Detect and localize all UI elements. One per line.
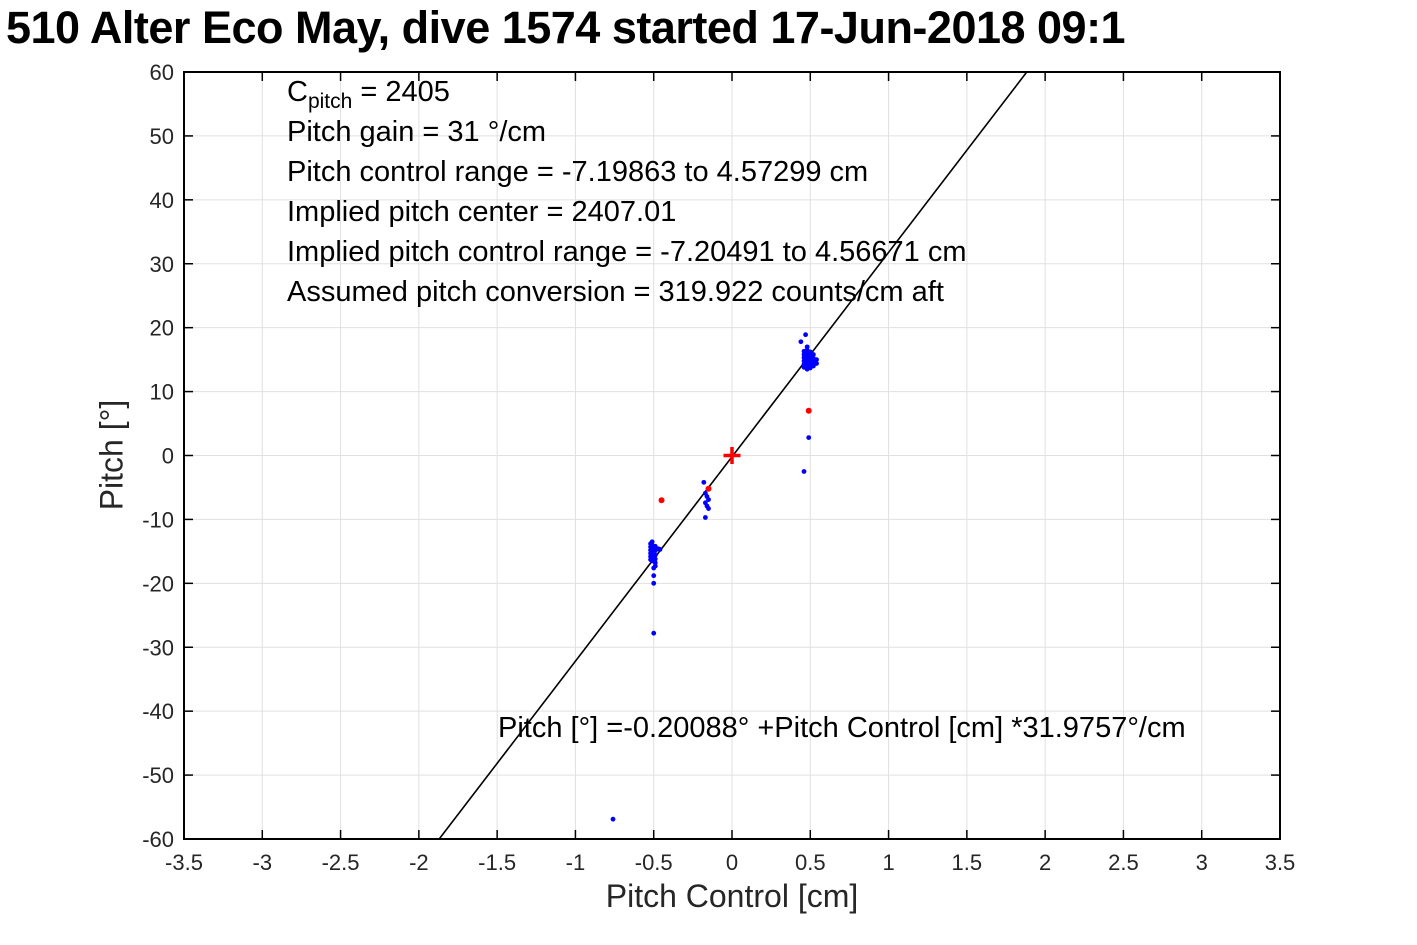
data-point xyxy=(651,580,657,586)
y-tick-label: 0 xyxy=(162,444,174,469)
flagged-data-point xyxy=(658,497,665,504)
x-tick-label: 3 xyxy=(1196,850,1208,875)
data-point xyxy=(657,547,663,552)
x-tick-label: 0.5 xyxy=(795,850,826,875)
annotation-implied-pitch-center: Implied pitch center = 2407.01 xyxy=(287,196,677,228)
x-tick-label: 2 xyxy=(1039,850,1051,875)
flagged-data-point xyxy=(705,485,712,492)
data-point xyxy=(706,497,711,503)
data-point xyxy=(652,556,658,562)
origin-marker xyxy=(723,447,741,464)
data-point xyxy=(814,361,819,366)
y-tick-label: 20 xyxy=(150,316,174,341)
annotation-pitch-gain: Pitch gain = 31 °/cm xyxy=(287,116,547,148)
y-tick-label: 40 xyxy=(150,188,174,213)
y-tick-label: -40 xyxy=(142,699,174,724)
data-point xyxy=(651,630,657,636)
cpitch-base: C xyxy=(287,76,308,108)
data-point xyxy=(651,565,657,571)
y-tick-label: -50 xyxy=(142,763,174,788)
x-tick-label: 2.5 xyxy=(1108,850,1139,875)
data-point xyxy=(803,332,808,338)
data-point xyxy=(706,506,711,511)
annotation-implied-pitch-control-range: Implied pitch control range = -7.20491 t… xyxy=(287,236,967,268)
y-tick-label: -20 xyxy=(142,571,174,596)
x-tick-label: -3.5 xyxy=(165,850,203,875)
cpitch-value: = 2405 xyxy=(352,76,450,108)
annotation-assumed-pitch-conversion: Assumed pitch conversion = 319.922 count… xyxy=(287,276,944,308)
flagged-data-point xyxy=(805,407,812,414)
data-point xyxy=(652,552,658,558)
data-point xyxy=(801,469,807,474)
data-point xyxy=(701,479,707,485)
y-tick-label: 60 xyxy=(150,60,174,85)
x-tick-label: 3.5 xyxy=(1265,850,1296,875)
y-tick-label: 30 xyxy=(150,252,174,277)
fit-equation-label: Pitch [°] =-0.20088° +Pitch Control [cm]… xyxy=(498,712,1186,744)
data-point xyxy=(814,357,819,363)
x-tick-label: -1.5 xyxy=(478,850,516,875)
y-tick-label: 10 xyxy=(150,380,174,405)
figure-title: 510 Alter Eco May, dive 1574 started 17-… xyxy=(6,2,1126,53)
annotation-cpitch: Cpitch = 2405 xyxy=(287,72,967,112)
calibration-annotations: Cpitch = 2405 Pitch gain = 31 °/cm Pitch… xyxy=(287,72,967,312)
data-point xyxy=(651,573,657,579)
data-point xyxy=(610,816,616,822)
x-tick-label: 0 xyxy=(726,850,738,875)
y-tick-label: -10 xyxy=(142,507,174,532)
data-point xyxy=(798,339,804,345)
cpitch-subscript: pitch xyxy=(307,89,353,113)
x-tick-label: -3 xyxy=(253,850,273,875)
x-tick-label: 1 xyxy=(882,850,894,875)
data-point xyxy=(811,352,816,357)
data-point xyxy=(804,344,810,350)
y-axis-label: Pitch [°] xyxy=(93,399,130,511)
x-tick-label: -2.5 xyxy=(322,850,360,875)
data-point xyxy=(702,515,708,520)
data-point xyxy=(806,435,812,441)
x-tick-label: -1 xyxy=(566,850,586,875)
y-tick-label: -30 xyxy=(142,635,174,660)
y-tick-label: 50 xyxy=(150,124,174,149)
y-tick-label: -60 xyxy=(142,827,174,852)
x-tick-label: -0.5 xyxy=(635,850,673,875)
x-tick-label: 1.5 xyxy=(952,850,983,875)
annotation-pitch-control-range: Pitch control range = -7.19863 to 4.5729… xyxy=(287,156,869,188)
x-tick-label: -2 xyxy=(409,850,429,875)
x-axis-label: Pitch Control [cm] xyxy=(605,878,859,914)
